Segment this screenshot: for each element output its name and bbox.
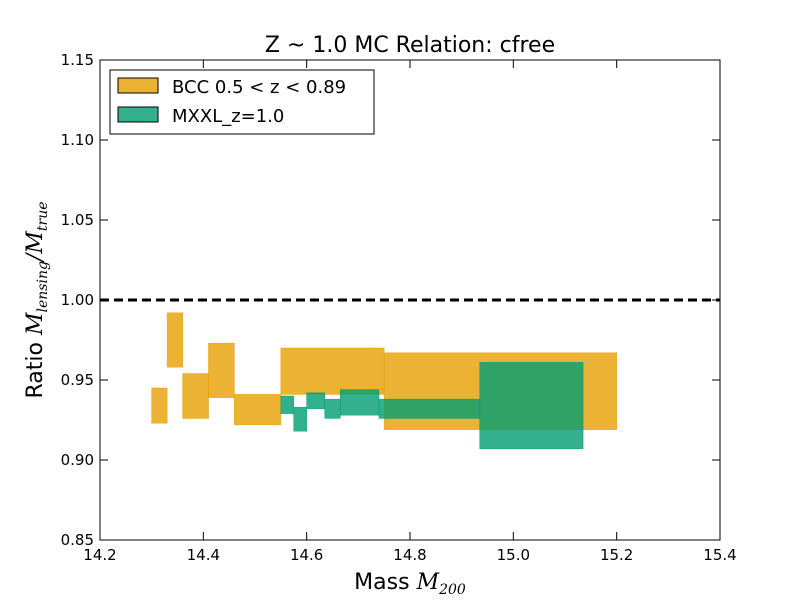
band-series-1-bin-3: [324, 398, 341, 419]
legend-swatch-mxxl: [117, 106, 159, 123]
x-tick-label: 14.8: [393, 546, 426, 564]
band-series-0-bin-1: [166, 312, 183, 368]
legend-label-bcc: BCC 0.5 < z < 0.89: [172, 77, 346, 98]
y-tick-label: 1.05: [61, 211, 94, 229]
legend-label-mxxl: MXXL_z=1.0: [172, 106, 284, 127]
x-tick-label: 14.6: [290, 546, 323, 564]
axis-ticks: [99, 59, 721, 541]
legend: BCC 0.5 < z < 0.89 MXXL_z=1.0: [109, 69, 375, 135]
tick-labels: 14.2 14.4 14.6 14.8 15.0 15.2 15.4 0.85 0.90 0.95…: [61, 51, 737, 564]
y-axis-label: Ratio Mlensing/Mtrue: [23, 201, 51, 398]
band-series-1-bin-4: [339, 389, 380, 416]
data-bands: [151, 312, 617, 450]
band-series-1-bin-5: [378, 398, 481, 419]
band-series-0-bin-2: [182, 373, 209, 419]
x-tick-label: 15.0: [497, 546, 530, 564]
x-tick-label: 15.2: [600, 546, 633, 564]
x-tick-label: 15.4: [703, 546, 736, 564]
y-tick-label: 0.85: [61, 531, 94, 549]
band-series-0-bin-3: [208, 342, 235, 398]
y-tick-label: 1.10: [61, 131, 94, 149]
band-series-1-bin-6: [479, 362, 584, 450]
y-tick-label: 0.95: [61, 371, 94, 389]
y-tick-label: 1.15: [61, 51, 94, 69]
chart-title: Z ~ 1.0 MC Relation: cfree: [265, 33, 555, 58]
x-tick-label: 14.2: [83, 546, 116, 564]
band-series-1-bin-1: [293, 406, 307, 432]
x-axis-label: Mass M200: [354, 570, 466, 598]
band-series-1-bin-0: [280, 395, 295, 414]
band-series-0-bin-0: [151, 387, 168, 424]
legend-swatch-bcc: [117, 77, 159, 94]
band-series-1-bin-2: [306, 392, 326, 410]
band-series-0-bin-5: [280, 347, 385, 395]
y-tick-label: 1.00: [61, 291, 94, 309]
y-tick-label: 0.90: [61, 451, 94, 469]
band-series-0-bin-4: [234, 394, 282, 426]
x-tick-label: 14.4: [187, 546, 220, 564]
